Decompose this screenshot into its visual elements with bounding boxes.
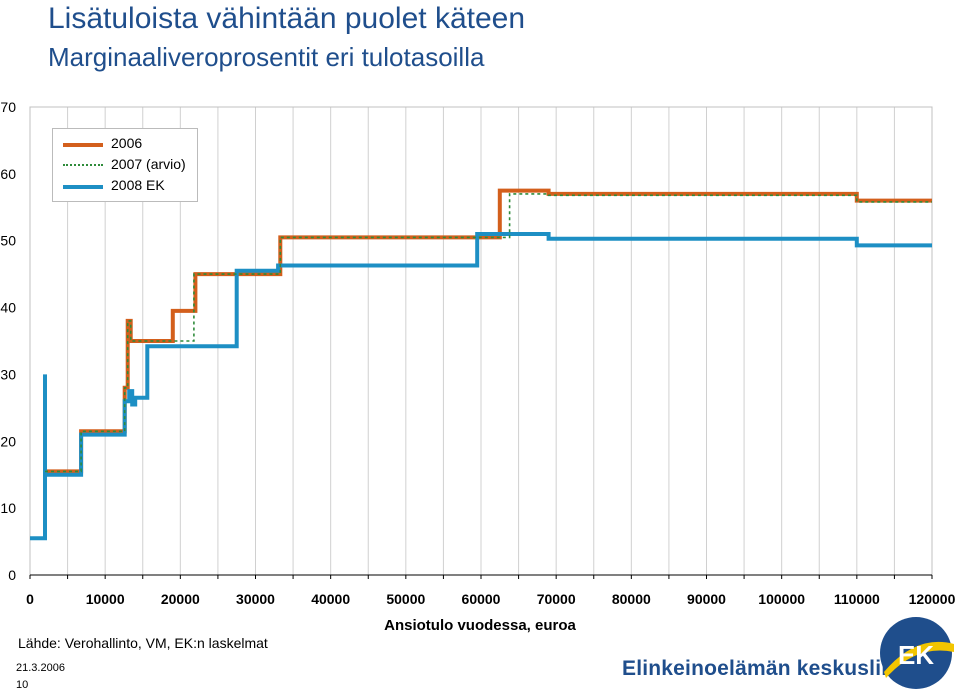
y-tick-label: 70 (0, 99, 16, 115)
legend-swatch-2007 (63, 164, 103, 166)
series-line-1 (45, 193, 932, 473)
series-line-2 (30, 232, 932, 541)
x-tick-label: 30000 (236, 591, 275, 607)
y-tick-label: 50 (0, 233, 16, 249)
legend-label: 2006 (111, 135, 143, 151)
x-tick-label: 120000 (909, 591, 956, 607)
source-note: Lähde: Verohallinto, VM, EK:n laskelmat (18, 635, 268, 651)
legend-label: 2008 EK (111, 177, 165, 193)
y-tick-label: 10 (0, 500, 16, 516)
legend-swatch-2008 (63, 185, 103, 189)
organization-name: Elinkeinoelämän keskusliitto (622, 657, 915, 680)
ek-logo: EK (880, 617, 954, 689)
x-tick-label: 20000 (161, 591, 200, 607)
chart-axes (29, 106, 933, 579)
x-tick-label: 110000 (834, 591, 880, 607)
x-tick-label: 40000 (311, 591, 350, 607)
page-title: Lisätuloista vähintään puolet käteen (48, 2, 526, 35)
x-tick-label: 0 (26, 591, 34, 607)
y-tick-label: 60 (0, 166, 16, 182)
x-tick-label: 70000 (537, 591, 576, 607)
legend-label: 2007 (arvio) (111, 156, 186, 172)
legend-swatch-2006 (63, 143, 103, 147)
x-axis-label: Ansiotulo vuodessa, euroa (384, 617, 576, 634)
x-tick-label: 100000 (758, 591, 805, 607)
x-tick-label: 60000 (462, 591, 501, 607)
y-tick-label: 40 (0, 300, 16, 316)
chart-series (30, 188, 932, 541)
chart-legend: 2006 2007 (arvio) 2008 EK (52, 128, 198, 202)
x-tick-label: 50000 (386, 591, 425, 607)
y-tick-label: 20 (0, 433, 16, 449)
page-subtitle: Marginaaliveroprosentit eri tulotasoilla (48, 42, 485, 72)
date-label: 21.3.2006 (16, 662, 65, 674)
x-tick-label: 80000 (612, 591, 651, 607)
chart-tick-labels: 0 10000 20000 30000 40000 50000 60000 70000 8000… (0, 99, 955, 607)
logo-text: EK (898, 640, 934, 670)
x-tick-label: 90000 (687, 591, 726, 607)
x-tick-label: 10000 (86, 591, 125, 607)
y-tick-label: 0 (8, 567, 16, 583)
y-tick-label: 30 (0, 366, 16, 382)
page-number: 10 (16, 679, 29, 691)
